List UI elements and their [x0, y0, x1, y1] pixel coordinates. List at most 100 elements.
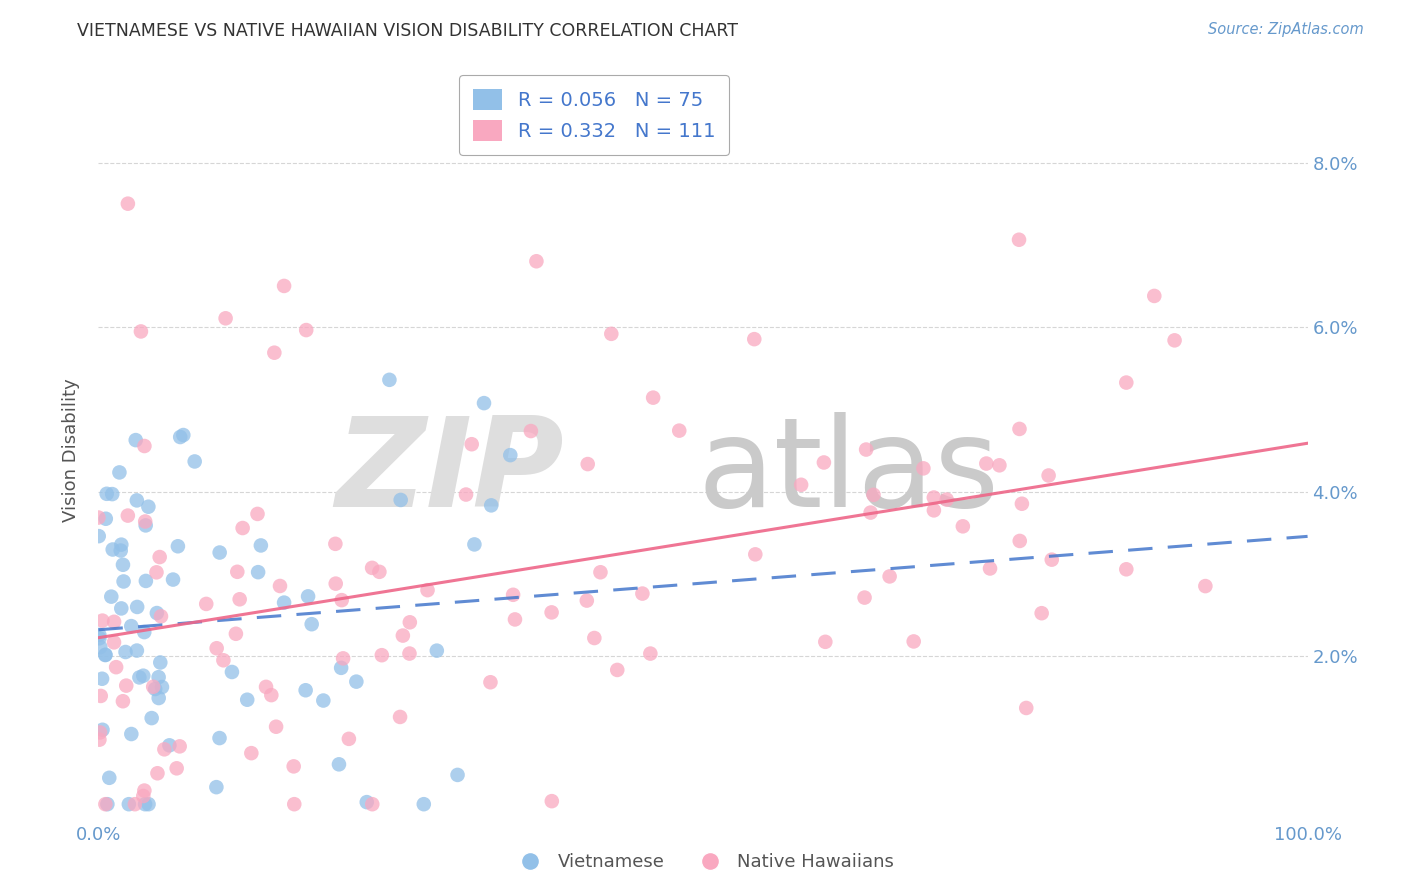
Native Hawaiians — [94, 797, 117, 812]
Native Hawaiians — [332, 651, 354, 665]
Native Hawaiians — [935, 492, 957, 507]
Native Hawaiians — [254, 680, 277, 694]
Vietnamese — [183, 454, 205, 468]
Vietnamese — [472, 396, 495, 410]
Native Hawaiians — [371, 648, 394, 663]
Native Hawaiians — [228, 592, 250, 607]
Vietnamese — [169, 430, 191, 444]
Native Hawaiians — [149, 549, 172, 564]
Vietnamese — [167, 539, 190, 553]
Vietnamese — [378, 373, 401, 387]
Native Hawaiians — [922, 503, 945, 517]
Native Hawaiians — [1115, 562, 1137, 576]
Vietnamese — [110, 601, 132, 615]
Vietnamese — [134, 797, 156, 812]
Native Hawaiians — [576, 457, 599, 471]
Vietnamese — [499, 448, 522, 462]
Vietnamese — [389, 492, 412, 507]
Vietnamese — [138, 797, 160, 812]
Vietnamese — [98, 771, 121, 785]
Native Hawaiians — [526, 254, 548, 268]
Vietnamese — [114, 645, 136, 659]
Vietnamese — [162, 573, 184, 587]
Native Hawaiians — [979, 561, 1001, 575]
Native Hawaiians — [976, 457, 998, 471]
Native Hawaiians — [205, 641, 228, 656]
Native Hawaiians — [166, 761, 188, 775]
Native Hawaiians — [1008, 533, 1031, 548]
Vietnamese — [141, 711, 163, 725]
Native Hawaiians — [129, 325, 152, 339]
Native Hawaiians — [111, 694, 134, 708]
Native Hawaiians — [134, 783, 156, 797]
Native Hawaiians — [87, 510, 110, 524]
Text: VIETNAMESE VS NATIVE HAWAIIAN VISION DISABILITY CORRELATION CHART: VIETNAMESE VS NATIVE HAWAIIAN VISION DIS… — [77, 22, 738, 40]
Native Hawaiians — [814, 635, 837, 649]
Native Hawaiians — [502, 588, 524, 602]
Native Hawaiians — [416, 583, 439, 598]
Native Hawaiians — [589, 566, 612, 580]
Text: Source: ZipAtlas.com: Source: ZipAtlas.com — [1208, 22, 1364, 37]
Vietnamese — [463, 537, 485, 551]
Vietnamese — [208, 731, 231, 745]
Native Hawaiians — [392, 629, 415, 643]
Vietnamese — [100, 590, 122, 604]
Vietnamese — [120, 727, 142, 741]
Vietnamese — [132, 669, 155, 683]
Native Hawaiians — [263, 345, 285, 359]
Text: atlas: atlas — [697, 412, 1000, 533]
Native Hawaiians — [600, 326, 623, 341]
Native Hawaiians — [1163, 334, 1185, 348]
Vietnamese — [294, 683, 316, 698]
Native Hawaiians — [146, 766, 169, 780]
Native Hawaiians — [813, 455, 835, 469]
Vietnamese — [330, 661, 353, 675]
Native Hawaiians — [269, 579, 291, 593]
Vietnamese — [127, 599, 149, 614]
Native Hawaiians — [169, 739, 191, 754]
Vietnamese — [118, 797, 141, 812]
Vietnamese — [208, 545, 231, 559]
Vietnamese — [89, 632, 111, 646]
Native Hawaiians — [89, 725, 111, 739]
Native Hawaiians — [214, 311, 236, 326]
Native Hawaiians — [540, 606, 562, 620]
Native Hawaiians — [583, 631, 606, 645]
Native Hawaiians — [640, 647, 662, 661]
Native Hawaiians — [240, 746, 263, 760]
Vietnamese — [426, 643, 449, 657]
Vietnamese — [446, 768, 468, 782]
Vietnamese — [328, 757, 350, 772]
Native Hawaiians — [1038, 468, 1060, 483]
Legend: Vietnamese, Native Hawaiians: Vietnamese, Native Hawaiians — [505, 847, 901, 879]
Native Hawaiians — [195, 597, 218, 611]
Vietnamese — [150, 680, 173, 694]
Native Hawaiians — [479, 675, 502, 690]
Native Hawaiians — [575, 593, 598, 607]
Vietnamese — [96, 797, 118, 812]
Native Hawaiians — [226, 565, 249, 579]
Native Hawaiians — [744, 547, 766, 561]
Vietnamese — [125, 433, 148, 447]
Native Hawaiians — [668, 424, 690, 438]
Vietnamese — [205, 780, 228, 794]
Vietnamese — [273, 596, 295, 610]
Vietnamese — [172, 428, 194, 442]
Native Hawaiians — [790, 477, 813, 491]
Native Hawaiians — [117, 508, 139, 523]
Native Hawaiians — [91, 614, 114, 628]
Native Hawaiians — [643, 391, 665, 405]
Native Hawaiians — [742, 332, 765, 346]
Native Hawaiians — [103, 615, 125, 629]
Vietnamese — [125, 643, 148, 657]
Native Hawaiians — [1008, 422, 1031, 436]
Native Hawaiians — [1011, 497, 1033, 511]
Native Hawaiians — [361, 561, 384, 575]
Native Hawaiians — [398, 647, 420, 661]
Native Hawaiians — [212, 653, 235, 667]
Native Hawaiians — [103, 635, 125, 649]
Vietnamese — [96, 487, 118, 501]
Native Hawaiians — [460, 437, 482, 451]
Text: ZIP: ZIP — [335, 412, 564, 533]
Vietnamese — [120, 619, 142, 633]
